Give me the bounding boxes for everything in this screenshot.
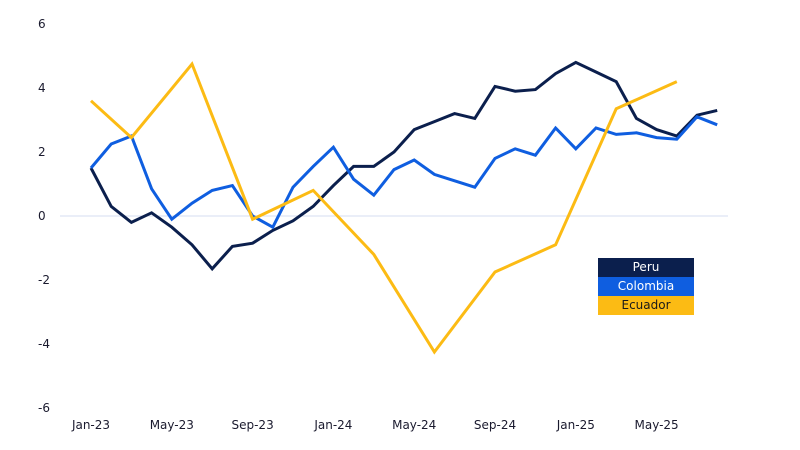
legend-peru: Peru (598, 258, 694, 277)
y-tick-label: -6 (38, 401, 50, 415)
x-tick-label: Jan-24 (313, 418, 352, 432)
series-line-colombia (89, 115, 718, 230)
y-tick-label: 2 (38, 145, 46, 159)
y-tick-label: 6 (38, 17, 46, 31)
x-tick-label: Sep-24 (474, 418, 516, 432)
y-tick-label: 4 (38, 81, 46, 95)
x-tick-label: Sep-23 (231, 418, 273, 432)
x-tick-label: Jan-25 (556, 418, 595, 432)
x-tick-label: May-23 (150, 418, 194, 432)
y-tick-label: -4 (38, 337, 50, 351)
x-tick-label: May-25 (634, 418, 678, 432)
series-line-ecuador (89, 61, 678, 355)
y-tick-label: -2 (38, 273, 50, 287)
legend-colombia: Colombia (598, 277, 694, 296)
legend: Peru Colombia Ecuador (598, 258, 694, 315)
series-line-peru (89, 60, 718, 272)
legend-ecuador: Ecuador (598, 296, 694, 315)
x-tick-label: May-24 (392, 418, 436, 432)
x-tick-label: Jan-23 (71, 418, 110, 432)
y-tick-label: 0 (38, 209, 46, 223)
